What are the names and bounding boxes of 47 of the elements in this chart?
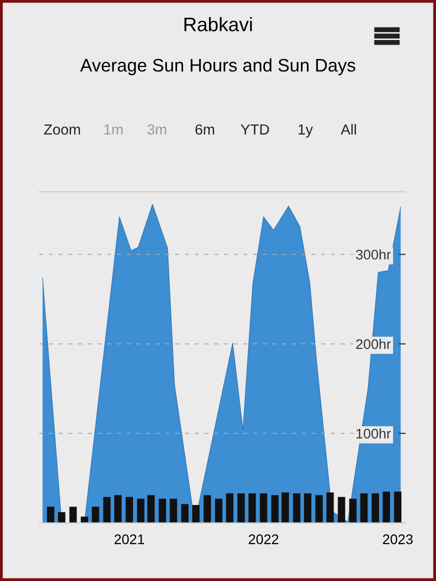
bar: [237, 493, 245, 523]
text: Zoom: [44, 124, 80, 135]
bar: [69, 506, 77, 523]
bar: [304, 493, 312, 523]
bar: [147, 495, 155, 523]
y-tick-label: 300hr: [356, 249, 391, 260]
bar: [271, 495, 279, 523]
bar: [292, 493, 300, 523]
bar: [158, 498, 166, 523]
bar: [226, 493, 234, 523]
bar: [326, 492, 334, 523]
x-tick-label: 2023: [383, 534, 413, 544]
bar: [46, 506, 54, 523]
y-tick-label: 200hr: [356, 338, 391, 350]
bar: [204, 495, 211, 523]
bar: [170, 498, 178, 523]
bar: [215, 498, 222, 523]
x-tick-label: 2021: [114, 534, 144, 544]
bar: [126, 496, 134, 523]
bar: [360, 493, 368, 523]
chart-title: Rabkavi: [184, 17, 252, 32]
bar: [315, 495, 323, 523]
bar: [192, 505, 200, 523]
x-tick-label: 2022: [248, 534, 278, 544]
bar: [260, 493, 268, 523]
bar: [248, 493, 256, 523]
text: 3m: [147, 124, 166, 135]
text: All: [340, 124, 356, 134]
bar: [282, 492, 289, 523]
bar: [382, 492, 390, 523]
text: YTD: [240, 124, 269, 134]
bar: [103, 496, 111, 523]
bar: [114, 495, 122, 523]
bar: [338, 496, 346, 523]
bar: [349, 498, 357, 523]
text: 1y: [298, 124, 313, 138]
bar: [80, 516, 88, 523]
y-tick-label: 100hr: [356, 428, 391, 439]
bar: [137, 498, 144, 523]
chart-subtitle: Average Sun Hours and Sun Days: [80, 58, 356, 76]
bar: [394, 492, 402, 523]
bar: [181, 504, 189, 523]
text: 6m: [196, 124, 214, 135]
bar: [92, 506, 100, 523]
bar: [58, 512, 66, 523]
text: 1m: [104, 124, 123, 134]
bar: [372, 493, 380, 523]
